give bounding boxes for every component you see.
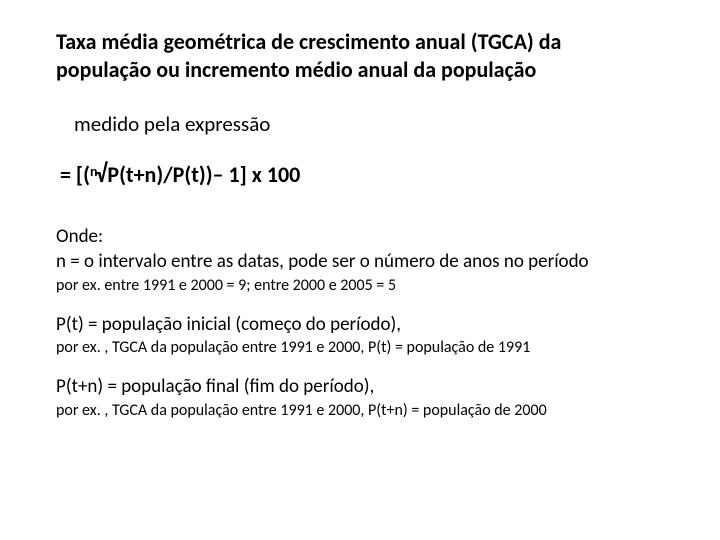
radical-icon: √	[96, 157, 107, 189]
slide-title: Taxa média geométrica de crescimento anu…	[56, 28, 664, 83]
formula-expression: = [(n√P(t+n)/P(t))– 1] x 100	[60, 157, 664, 189]
n-definition: n = o intervalo entre as datas, pode ser…	[56, 250, 664, 274]
formula-prefix: = [(	[60, 161, 90, 188]
measured-by-label: medido pela expressão	[74, 111, 664, 137]
title-line-1: Taxa média geométrica de crescimento anu…	[56, 28, 664, 56]
slide-container: Taxa média geométrica de crescimento anu…	[0, 0, 720, 540]
pt-definition: P(t) = população inicial (começo do perí…	[56, 313, 664, 337]
ptn-example: por ex. , TGCA da população entre 1991 e…	[56, 401, 664, 422]
ptn-definition: P(t+n) = população final (fim do período…	[56, 375, 664, 399]
formula-body: P(t+n)/P(t))– 1] x 100	[107, 161, 300, 188]
where-label: Onde:	[56, 225, 664, 248]
pt-example: por ex. , TGCA da população entre 1991 e…	[56, 338, 664, 359]
title-line-2: população ou incremento médio anual da p…	[56, 56, 664, 84]
n-example: por ex. entre 1991 e 2000 = 9; entre 200…	[56, 276, 664, 297]
